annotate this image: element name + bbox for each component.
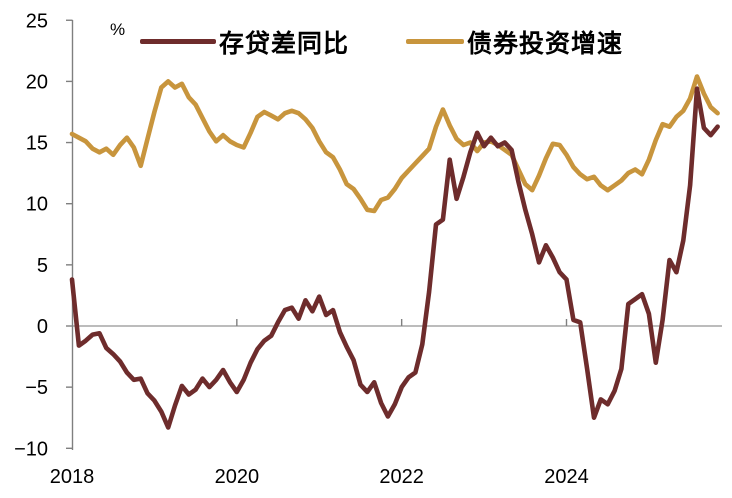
legend-swatch-bond-investment [406, 39, 464, 44]
y-axis-label: −10 [14, 438, 48, 460]
x-axis-label: 2020 [215, 466, 260, 488]
x-axis-label: 2018 [50, 466, 95, 488]
x-axis-label: 2022 [379, 466, 424, 488]
legend-swatch-deposit-loan-gap [140, 39, 216, 44]
series-line-deposit-loan-gap-yoy [69, 86, 720, 430]
y-axis-label: 25 [26, 10, 48, 32]
x-axis-label: 2024 [544, 466, 589, 488]
y-axis-label: 0 [37, 316, 48, 338]
y-axis-label: 10 [26, 194, 48, 216]
y-axis-label: −5 [25, 377, 48, 399]
y-axis-label: 5 [37, 255, 48, 277]
y-axis-label: 15 [26, 133, 48, 155]
legend-label-deposit-loan-gap: 存贷差同比 [219, 30, 350, 58]
legend-label-bond-investment: 债券投资增速 [467, 30, 624, 58]
y-axis-unit-label: % [110, 20, 126, 39]
series-line-bond-investment-growth [69, 74, 720, 214]
legend: 存贷差同比 债券投资增速 [0, 24, 732, 58]
y-axis-label: 20 [26, 71, 48, 93]
